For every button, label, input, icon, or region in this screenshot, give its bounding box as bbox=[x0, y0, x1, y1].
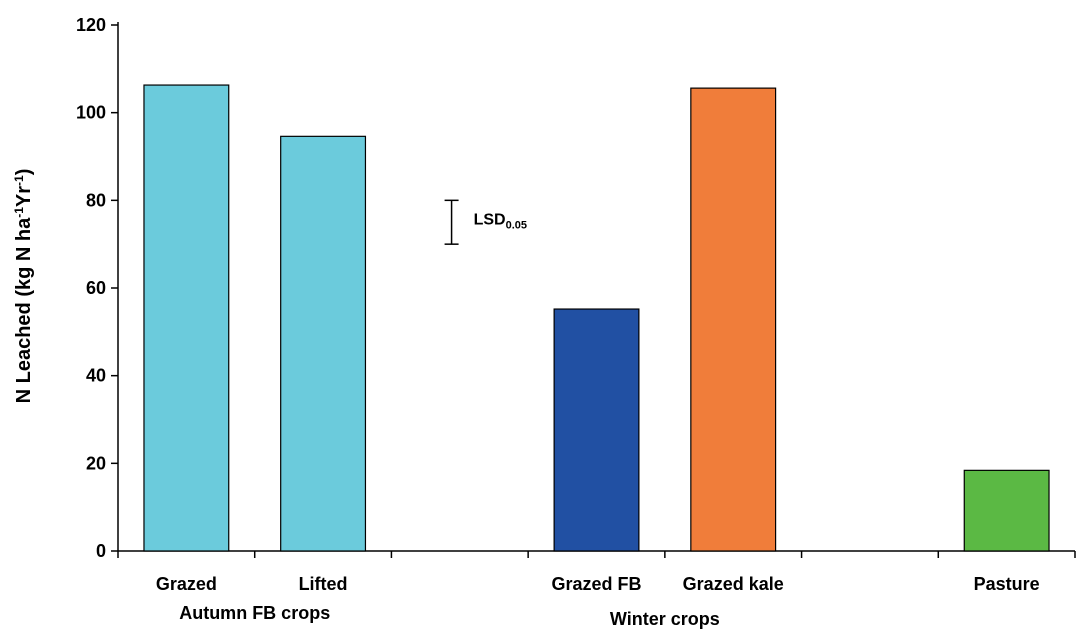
y-tick-label: 80 bbox=[86, 190, 106, 210]
x-category-label: Grazed bbox=[156, 574, 217, 594]
bar bbox=[143, 84, 230, 552]
y-tick-label: 0 bbox=[96, 541, 106, 561]
x-ticks bbox=[117, 551, 1076, 558]
x-category-label: Lifted bbox=[299, 574, 348, 594]
x-category-label: Pasture bbox=[974, 574, 1040, 594]
group-labels: Autumn FB crops Winter crops bbox=[179, 603, 720, 629]
bar bbox=[963, 469, 1050, 552]
x-category-label: Grazed kale bbox=[683, 574, 784, 594]
x-group-label: Winter crops bbox=[610, 609, 720, 629]
bar bbox=[690, 87, 777, 552]
y-ticks: 0 20 40 60 80 100 120 bbox=[76, 15, 118, 561]
y-tick-label: 20 bbox=[86, 453, 106, 473]
y-axis-label: N Leached (kg N ha-1Yr-1) bbox=[12, 169, 35, 404]
y-tick-label: 120 bbox=[76, 15, 106, 35]
x-axis bbox=[117, 550, 1076, 558]
lsd-label: LSD0.05 bbox=[474, 211, 527, 231]
y-tick-label: 60 bbox=[86, 278, 106, 298]
x-category-label: Grazed FB bbox=[551, 574, 641, 594]
y-axis: 0 20 40 60 80 100 120 bbox=[76, 15, 119, 561]
y-tick-label: 40 bbox=[86, 366, 106, 386]
bars bbox=[143, 84, 1050, 552]
y-tick-label: 100 bbox=[76, 103, 106, 123]
category-labels: Grazed Lifted Grazed FB Grazed kale Pasture bbox=[156, 574, 1040, 594]
lsd-error-bar: LSD0.05 bbox=[444, 199, 527, 245]
x-group-label: Autumn FB crops bbox=[179, 603, 330, 623]
bar bbox=[280, 135, 367, 552]
bar bbox=[553, 308, 640, 552]
